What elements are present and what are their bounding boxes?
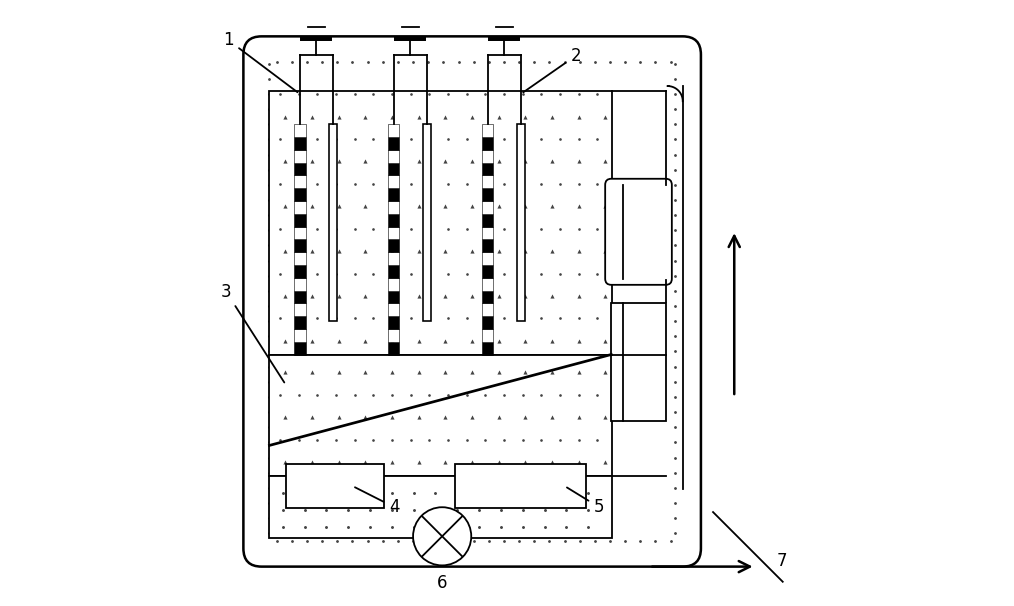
Bar	[482, 162, 494, 175]
Bar	[482, 239, 494, 252]
Bar	[482, 329, 494, 342]
Bar	[388, 227, 400, 239]
Bar	[482, 175, 494, 188]
Bar	[482, 316, 494, 329]
Bar	[388, 239, 400, 252]
Text: 1: 1	[223, 32, 297, 92]
Bar	[388, 342, 400, 355]
Text: 5: 5	[567, 487, 604, 516]
Bar	[482, 150, 494, 162]
Bar	[294, 214, 305, 227]
Bar	[482, 137, 494, 150]
Bar	[482, 304, 494, 316]
Bar	[388, 124, 400, 137]
Bar	[482, 188, 494, 201]
Bar	[517, 124, 525, 321]
Bar	[482, 342, 494, 355]
Bar	[294, 162, 305, 175]
Bar	[294, 227, 305, 239]
Bar	[388, 304, 400, 316]
Bar	[482, 124, 494, 137]
Bar	[294, 188, 305, 201]
Bar	[388, 329, 400, 342]
Bar	[294, 265, 305, 278]
Bar	[294, 316, 305, 329]
Bar	[294, 201, 305, 214]
Bar	[388, 214, 400, 227]
Bar	[388, 188, 400, 201]
Bar	[294, 124, 305, 137]
Bar	[388, 290, 400, 304]
Bar	[482, 290, 494, 304]
Text: 4: 4	[355, 487, 400, 516]
Bar	[286, 464, 384, 508]
Bar	[482, 265, 494, 278]
Bar	[388, 252, 400, 265]
Circle shape	[413, 507, 472, 565]
Text: 2: 2	[523, 47, 581, 92]
Bar	[294, 278, 305, 290]
Bar	[330, 124, 337, 321]
Bar	[482, 252, 494, 265]
Bar	[270, 355, 611, 476]
Bar	[294, 290, 305, 304]
Bar	[388, 162, 400, 175]
Bar	[294, 252, 305, 265]
Bar	[270, 91, 611, 355]
Bar	[294, 175, 305, 188]
Bar	[294, 304, 305, 316]
Bar	[294, 342, 305, 355]
FancyBboxPatch shape	[605, 179, 672, 285]
Bar	[423, 124, 431, 321]
Bar	[388, 175, 400, 188]
Bar	[388, 278, 400, 290]
Bar	[294, 137, 305, 150]
FancyBboxPatch shape	[243, 36, 701, 567]
Bar	[294, 239, 305, 252]
Text: 6: 6	[437, 574, 447, 592]
Bar	[294, 150, 305, 162]
Text: 3: 3	[221, 283, 284, 382]
Bar	[388, 201, 400, 214]
Text: 7: 7	[777, 551, 787, 570]
Bar	[482, 201, 494, 214]
Bar	[388, 265, 400, 278]
Bar	[455, 464, 586, 508]
Bar	[270, 476, 611, 538]
Bar	[482, 278, 494, 290]
Bar	[482, 227, 494, 239]
Bar	[482, 214, 494, 227]
Bar	[294, 329, 305, 342]
Bar	[611, 303, 666, 421]
Bar	[388, 150, 400, 162]
Bar	[388, 316, 400, 329]
Bar	[388, 137, 400, 150]
